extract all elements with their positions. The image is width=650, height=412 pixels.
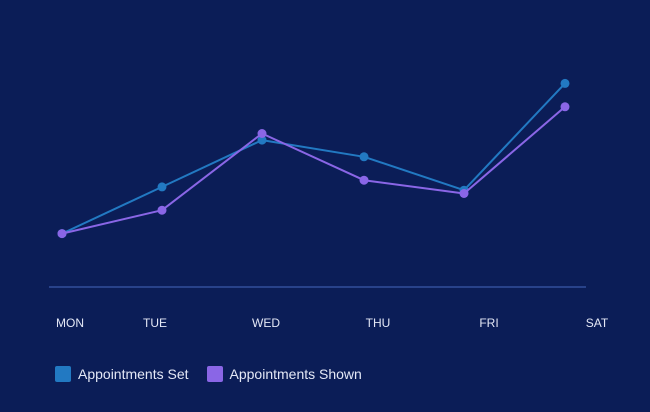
legend: Appointments Set Appointments Shown [55,366,362,382]
data-point-appointments-shown-sat[interactable] [560,102,570,112]
data-point-appointments-shown-mon[interactable] [57,229,67,239]
x-tick-label-tue: TUE [143,316,167,330]
x-tick-label-wed: WED [252,316,280,330]
legend-item-appointments-shown[interactable]: Appointments Shown [206,366,362,382]
series-appointments-set [57,78,570,239]
data-point-appointments-shown-thu[interactable] [359,175,369,185]
data-point-appointments-shown-tue[interactable] [157,205,167,215]
legend-label-appointments-shown: Appointments Shown [229,366,362,382]
legend-swatch-appointments-shown [206,366,223,382]
series-appointments-shown [57,102,570,239]
data-point-appointments-set-wed[interactable] [257,135,267,145]
x-tick-label-mon: MON [56,316,84,330]
data-point-appointments-set-thu[interactable] [359,152,369,162]
series-line-appointments-set [61,82,566,235]
series-layer [57,78,570,239]
series-line-appointments-shown [61,106,566,235]
x-tick-label-thu: THU [366,316,391,330]
legend-swatch-appointments-set [55,366,71,382]
x-tick-labels: MON TUE WED THU FRI SAT [56,316,609,330]
data-point-appointments-shown-wed[interactable] [257,129,267,138]
x-tick-label-sat: SAT [586,316,609,330]
legend-item-appointments-set[interactable]: Appointments Set [55,366,189,382]
data-point-appointments-shown-fri[interactable] [459,189,469,198]
legend-label-appointments-set: Appointments Set [78,366,189,382]
x-tick-label-fri: FRI [479,316,498,330]
data-point-appointments-set-tue[interactable] [157,182,167,192]
data-point-appointments-set-sat[interactable] [560,78,570,88]
